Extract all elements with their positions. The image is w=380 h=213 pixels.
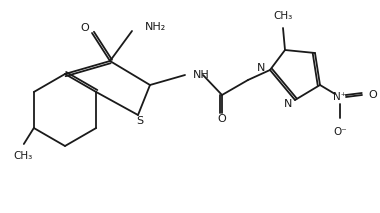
Text: S: S — [136, 116, 144, 126]
Text: O: O — [81, 23, 89, 33]
Text: NH₂: NH₂ — [145, 22, 166, 32]
Text: N⁺: N⁺ — [333, 92, 347, 102]
Text: CH₃: CH₃ — [13, 151, 32, 161]
Text: NH: NH — [193, 70, 210, 80]
Text: N: N — [256, 63, 265, 73]
Text: CH₃: CH₃ — [273, 11, 293, 21]
Text: O: O — [368, 90, 377, 100]
Text: O: O — [218, 114, 226, 124]
Text: O⁻: O⁻ — [333, 127, 347, 137]
Text: N: N — [283, 99, 292, 109]
